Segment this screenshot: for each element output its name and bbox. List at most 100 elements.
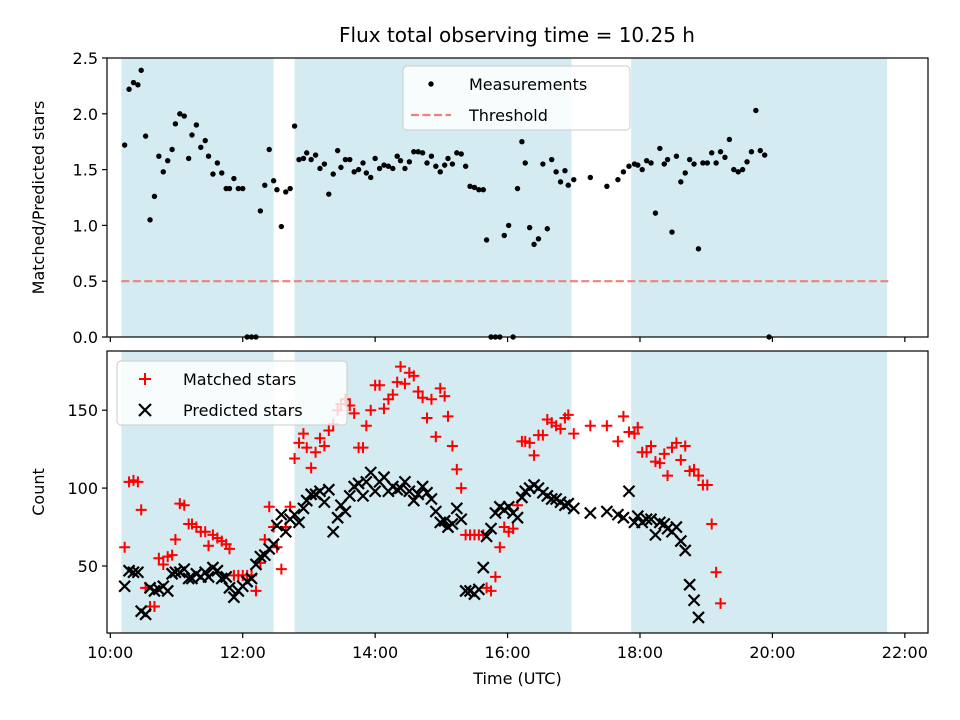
matched-star-point	[632, 421, 644, 433]
measurement-point	[700, 160, 706, 166]
measurement-point	[181, 113, 187, 119]
bottom-panel: 50 100 150 10:00 12:00 14:00 16:00 18:00 20:00 22…	[29, 350, 929, 688]
predicted-star-point	[511, 511, 524, 524]
matched-star-point	[485, 585, 497, 597]
measurement-point	[643, 157, 650, 164]
y-tick-label: 100	[67, 479, 98, 498]
matched-star-point	[417, 392, 429, 404]
measurement-point	[748, 149, 755, 155]
observing-window	[631, 58, 888, 337]
legend-label: Measurements	[469, 75, 587, 94]
matched-star-point	[489, 571, 501, 583]
measurement-point	[262, 182, 268, 188]
measurement-point	[142, 133, 149, 139]
measurement-point	[226, 185, 233, 192]
matched-star-point	[119, 541, 131, 553]
measurement-point	[169, 146, 175, 153]
matched-star-point	[654, 457, 666, 469]
matched-star-point	[524, 437, 536, 449]
predicted-star-point	[394, 481, 407, 495]
predicted-star-point	[617, 511, 630, 524]
matched-star-point	[297, 428, 309, 440]
measurement-point	[210, 171, 216, 177]
matched-star-point	[374, 379, 386, 391]
predicted-star-point	[279, 525, 293, 539]
measurement-point	[214, 160, 221, 166]
matched-star-point	[169, 534, 181, 546]
measurement-point	[372, 155, 378, 162]
measurement-point	[709, 150, 715, 156]
matched-star-point	[378, 403, 390, 415]
predicted-star-point	[318, 495, 331, 509]
predicted-star-point	[450, 502, 464, 515]
y-tick-label: 50	[78, 557, 98, 576]
measurement-point	[682, 170, 688, 176]
measurement-point	[193, 122, 200, 128]
matched-star-point	[442, 410, 454, 422]
legend-label: Predicted stars	[183, 401, 303, 420]
matched-star-point	[178, 499, 190, 511]
matched-star-point	[399, 378, 411, 390]
matched-star-point	[710, 566, 722, 578]
matched-star-point	[199, 526, 211, 538]
measurement-point	[130, 79, 137, 86]
measurement-point	[121, 142, 128, 148]
predicted-star-point	[300, 494, 314, 507]
measurement-point	[156, 153, 162, 159]
measurement-point	[390, 165, 396, 172]
matched-star-point	[408, 370, 420, 382]
y-tick-label: 150	[67, 401, 98, 420]
measurement-point	[505, 222, 512, 229]
predicted-star-point	[322, 483, 336, 496]
predicted-star-point	[640, 512, 653, 526]
legend-marker-matched	[139, 373, 151, 385]
measurement-point	[235, 185, 242, 192]
predicted-star-point	[304, 488, 318, 501]
predicted-star-point	[622, 484, 636, 498]
measurement-point	[744, 159, 750, 165]
legend-label: Threshold	[468, 106, 548, 125]
predicted-star-point	[644, 512, 658, 526]
legend-marker-predicted	[138, 403, 152, 417]
measurement-point	[347, 156, 353, 163]
measurement-point	[678, 179, 684, 185]
measurement-point	[735, 169, 741, 175]
legend-box	[402, 65, 631, 131]
measurement-point	[761, 152, 768, 158]
measurement-point	[257, 208, 264, 214]
measurement-point	[321, 161, 328, 167]
measurement-point	[476, 186, 482, 193]
measurement-point	[147, 217, 153, 223]
measurement-point	[562, 168, 568, 174]
measurement-point	[406, 159, 413, 165]
measurement-point	[394, 153, 400, 159]
measurement-point	[317, 165, 323, 172]
legend-marker-measurements	[428, 81, 434, 87]
measurement-point	[441, 162, 448, 168]
measurement-point	[402, 165, 408, 172]
matched-star-point	[658, 448, 670, 460]
measurement-point	[704, 160, 711, 166]
predicted-star-point	[454, 512, 468, 526]
matched-star-point	[715, 597, 727, 609]
matched-star-point	[568, 428, 580, 440]
matched-star-point	[555, 423, 567, 435]
measurement-point	[205, 153, 212, 159]
measurement-point	[177, 111, 183, 117]
measurement-point	[522, 160, 528, 166]
predicted-star-point	[480, 530, 493, 543]
measurement-point	[626, 163, 632, 169]
predicted-star-point	[567, 502, 581, 515]
predicted-star-point	[177, 562, 191, 576]
matched-star-point	[688, 463, 700, 475]
measurement-point	[467, 183, 473, 190]
predicted-star-point	[502, 500, 515, 514]
matched-star-point	[387, 389, 399, 401]
legend-box	[116, 360, 348, 426]
measurement-point	[185, 155, 192, 162]
matched-star-point	[562, 409, 574, 421]
measurement-point	[330, 171, 336, 177]
measurement-point	[231, 175, 237, 182]
predicted-star-point	[631, 509, 645, 523]
y-tick-label: 0.0	[73, 328, 98, 347]
